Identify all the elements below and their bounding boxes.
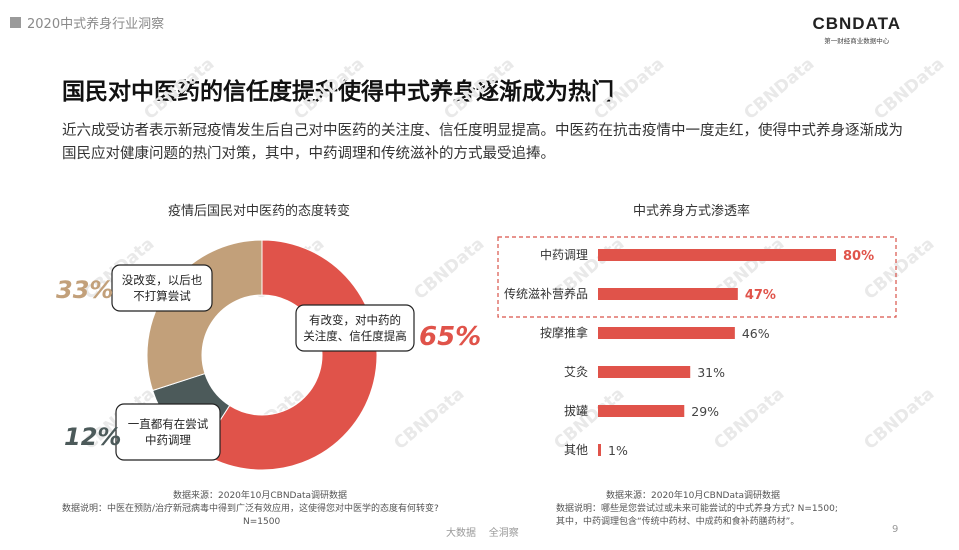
watermark-text: CBNData [590,54,668,124]
bar-value-label: 29% [691,404,719,419]
bar-value-label: 80% [843,249,874,264]
watermark-text: CBNData [860,234,938,304]
donut-slice-label: 中药调理 [145,433,191,447]
bar-chart-title: 中式养身方式渗透率 [633,204,751,219]
watermark-text: CBNData [710,384,788,454]
donut-slice-label: 一直都有在尝试 [128,417,209,431]
watermark-text: CBNData [390,384,468,454]
page-title: 国民对中医药的信任度提升使得中式养身逐渐成为热门 [62,79,614,105]
watermark-text: CBNData [290,54,368,124]
bar [598,249,836,261]
bar-category-label: 传统滋补营养品 [504,286,588,301]
bar-category-label: 中药调理 [540,247,588,262]
right-note-source: 数据来源：2020年10月CBNData调研数据 [606,491,781,501]
bar-value-label: 46% [742,326,770,341]
bar [598,405,685,417]
callout-box [295,304,415,352]
right-note-explain2: 其中，中药调理包含“传统中药材、中成药和食补药膳药材”。 [556,517,800,527]
bar-value-label: 47% [745,288,776,303]
callout-box [111,264,213,312]
donut-slice-value: 12% [64,423,121,451]
watermark-text: CBNData [410,234,488,304]
bar-category-label: 艾灸 [564,365,588,379]
watermark-text: CBNData [860,384,938,454]
watermark-text: CBNData [140,54,218,124]
donut-slice-label: 有改变，对中药的 [309,313,401,327]
footer-right: 全洞察 [488,528,519,539]
bar-value-label: 31% [697,365,725,380]
donut-slice [146,239,263,392]
watermark-text: CBNData [870,54,948,124]
footer-left: 大数据 [446,528,476,539]
header-square-icon [10,16,21,28]
report-header: 2020中式养身行业洞察 [10,12,164,32]
page-number: 9 [892,524,899,535]
bar-chart: 中药调理 80% 传统滋补营养品 47% 按摩推拿 46% 艾灸 31% 拔罐 29% 其他 1% [497,236,897,458]
donut-slice-value: 65% [419,322,481,352]
right-note-explain: 数据说明：哪些是您尝试过或未来可能尝试的中式养身方式? N=1500; [556,504,838,514]
logo-name: CBNDATA [812,14,901,33]
watermark-text: CBNData [440,54,518,124]
donut-slice-label: 关注度、信任度提高 [303,329,407,343]
report-title: 2020中式养身行业洞察 [27,16,165,32]
bar-value-label: 1% [608,443,628,458]
highlight-box [497,236,897,318]
cbndata-logo: CBNDATA 第一财经商业数据中心 [812,14,901,45]
donut-slice-label: 没改变，以后也 [122,273,203,287]
logo-subtitle: 第一财经商业数据中心 [824,37,890,45]
bar [598,444,601,456]
donut-chart-title: 疫情后国民对中医药的态度转变 [168,204,351,219]
bar-category-label: 其他 [564,443,588,457]
bar [598,327,735,339]
footer-slogan: 大数据 全洞察 [446,524,519,539]
page-description: 近六成受访者表示新冠疫情发生后自己对中医药的关注度、信任度明显提高。中医药在抗击… [62,123,903,162]
bar [598,288,738,300]
callout-box [115,403,221,461]
bar [598,366,691,378]
bar-category-label: 按摩推拿 [540,325,588,340]
donut-slice-value: 33% [56,276,113,304]
left-note-explain: 数据说明：中医在预防/治疗新冠病毒中得到广泛有效应用，这使得您对中医学的态度有何… [62,504,439,514]
bar-category-label: 拔罐 [564,403,588,418]
left-note-n: N=1500 [243,517,281,527]
donut-slice-label: 不打算尝试 [133,289,191,303]
watermark-text: CBNData [740,54,818,124]
left-note-source: 数据来源：2020年10月CBNData调研数据 [173,491,348,501]
